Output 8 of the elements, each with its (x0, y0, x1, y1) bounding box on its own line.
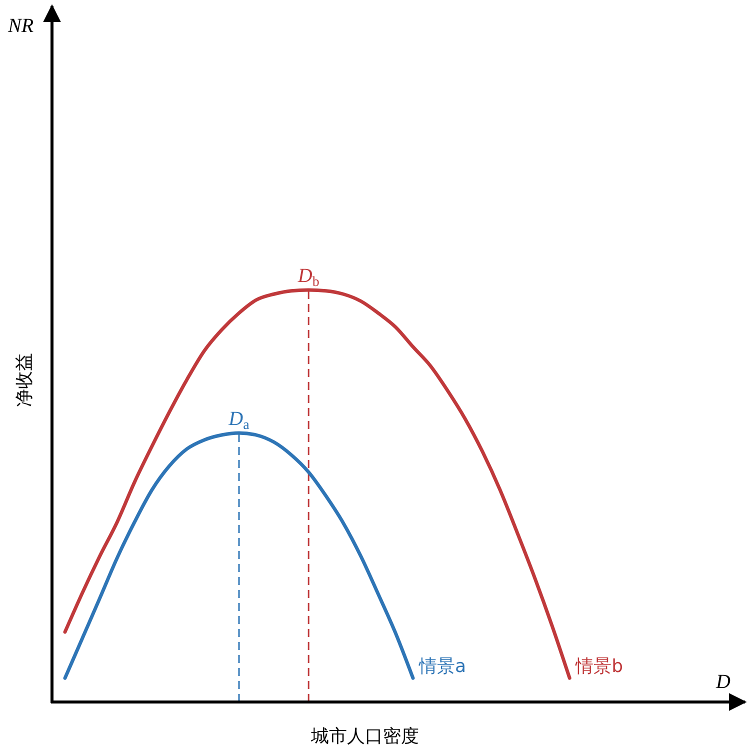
text: D$_{b}$ (296, 265, 320, 290)
text: NR (7, 15, 34, 37)
annotation: D$_{a}$ (228, 408, 250, 432)
series-label: 情景a (418, 656, 466, 678)
series-label: 情景b (574, 656, 624, 678)
y-axis-title: 净收益 (14, 353, 35, 407)
text: D (715, 671, 731, 693)
x-axis-title: 城市人口密度 (310, 726, 419, 747)
